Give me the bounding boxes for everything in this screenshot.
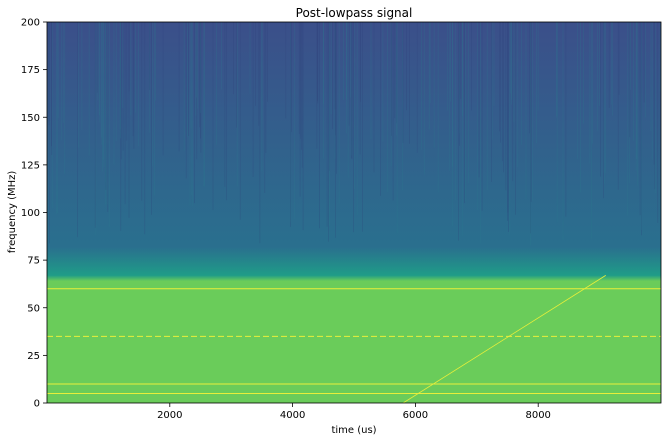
y-axis-ticks: 0 25 50 75 100 125 150 175 200 (21, 18, 47, 410)
y-tick-label: 75 (27, 256, 40, 267)
x-tick-label: 8000 (525, 410, 550, 421)
y-tick-label: 125 (21, 160, 40, 171)
plot-area (47, 22, 661, 403)
spectrogram-texture (47, 22, 661, 246)
x-axis-label: time (us) (331, 425, 376, 436)
spectrogram-background (47, 22, 661, 403)
y-tick-label: 100 (21, 208, 40, 219)
y-tick-label: 150 (21, 113, 40, 124)
y-tick-label: 25 (27, 351, 40, 362)
x-tick-label: 2000 (157, 410, 182, 421)
y-tick-label: 50 (27, 303, 40, 314)
y-tick-label: 200 (21, 18, 40, 29)
y-tick-label: 0 (34, 399, 40, 410)
x-tick-label: 6000 (403, 410, 428, 421)
y-tick-label: 175 (21, 65, 40, 76)
x-tick-label: 4000 (280, 410, 305, 421)
y-axis-label: frequency (MHz) (7, 171, 18, 254)
tone-lines (47, 288, 661, 394)
x-axis-ticks: 2000 4000 6000 8000 (157, 403, 551, 421)
chart-title: Post-lowpass signal (296, 6, 413, 20)
chirp-line (402, 275, 606, 403)
